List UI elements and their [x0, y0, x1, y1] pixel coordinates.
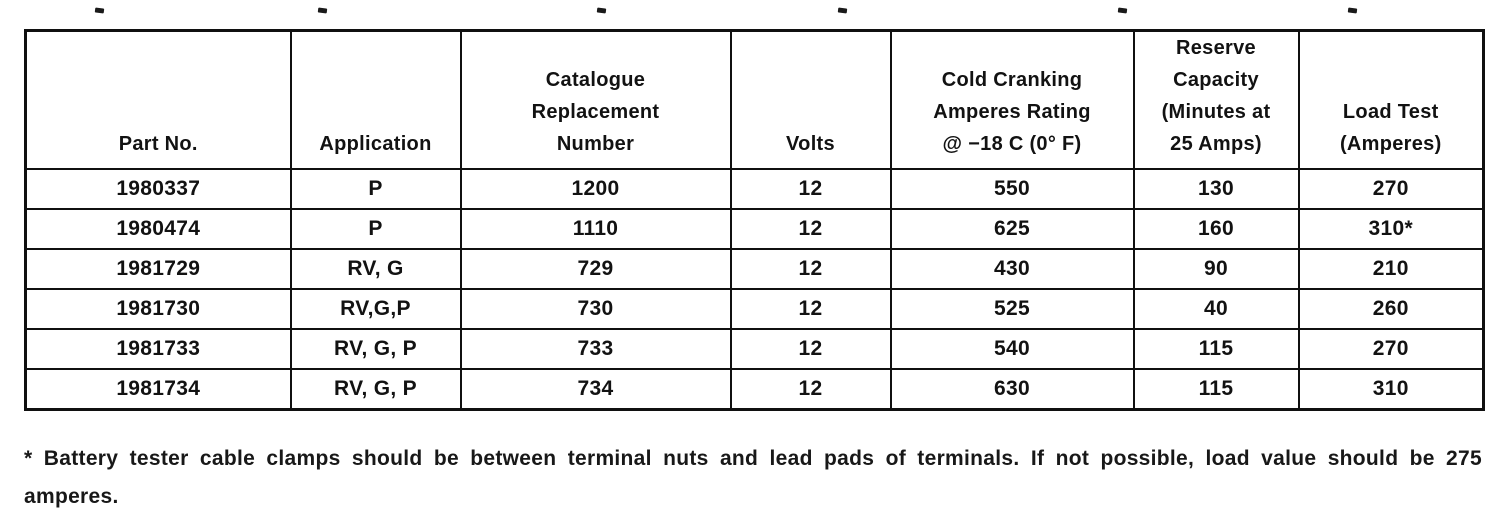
- scan-artifact-tick: [94, 7, 105, 14]
- cell-volts: 12: [729, 168, 892, 210]
- scan-artifact-tick: [596, 7, 607, 14]
- cell-catalogue-number: 1110: [459, 208, 732, 250]
- header-load-test: Load Test (Amperes): [1297, 29, 1485, 170]
- cell-application: RV,G,P: [289, 288, 462, 330]
- header-load-test-label: Load Test (Amperes): [1339, 101, 1442, 155]
- cell-application: RV, G, P: [289, 368, 462, 411]
- cell-load-test: 310: [1297, 368, 1485, 411]
- cell-reserve-capacity: 115: [1132, 328, 1300, 370]
- cell-load-test: 260: [1297, 288, 1485, 330]
- table-row: 1981730 RV,G,P 730 12 525 40 260: [24, 288, 1485, 330]
- cell-reserve-capacity: 90: [1132, 248, 1300, 290]
- cell-catalogue-number: 733: [459, 328, 732, 370]
- footnote-battery-tester-note: * Battery tester cable clamps should be …: [24, 447, 1482, 508]
- battery-specifications-table: Part No. Application Catalogue Replaceme…: [24, 29, 1485, 411]
- table-row: 1981733 RV, G, P 733 12 540 115 270: [24, 328, 1485, 370]
- cell-reserve-capacity: 40: [1132, 288, 1300, 330]
- header-reserve-capacity: Reserve Capacity (Minutes at 25 Amps): [1132, 29, 1300, 170]
- cell-application: P: [289, 168, 462, 210]
- header-part-no-label: Part No.: [118, 133, 198, 155]
- table-row: 1980474 P 1110 12 625 160 310*: [24, 208, 1485, 250]
- cell-application: P: [289, 208, 462, 250]
- table-row: 1981734 RV, G, P 734 12 630 115 310: [24, 368, 1485, 411]
- table-row: 1981729 RV, G 729 12 430 90 210: [24, 248, 1485, 290]
- cell-part-no: 1981734: [24, 368, 292, 411]
- cell-cold-cranking: 625: [889, 208, 1135, 250]
- cell-part-no: 1980337: [24, 168, 292, 210]
- cell-part-no: 1980474: [24, 208, 292, 250]
- cell-cold-cranking: 430: [889, 248, 1135, 290]
- header-catalogue-replacement-number: Catalogue Replacement Number: [459, 29, 732, 170]
- cell-volts: 12: [729, 248, 892, 290]
- cell-load-test: 310*: [1297, 208, 1485, 250]
- cell-reserve-capacity: 160: [1132, 208, 1300, 250]
- cell-volts: 12: [729, 368, 892, 411]
- cell-catalogue-number: 730: [459, 288, 732, 330]
- cell-catalogue-number: 734: [459, 368, 732, 411]
- scan-artifact-tick: [317, 7, 328, 14]
- cell-volts: 12: [729, 208, 892, 250]
- header-volts: Volts: [729, 29, 892, 170]
- cell-cold-cranking: 550: [889, 168, 1135, 210]
- header-application: Application: [289, 29, 462, 170]
- scan-artifact-tick: [1347, 7, 1358, 14]
- cell-cold-cranking: 540: [889, 328, 1135, 370]
- cell-catalogue-number: 1200: [459, 168, 732, 210]
- header-volts-label: Volts: [786, 133, 835, 155]
- table-row: 1980337 P 1200 12 550 130 270: [24, 168, 1485, 210]
- scan-artifact-tick: [837, 7, 848, 14]
- header-row: Part No. Application Catalogue Replaceme…: [24, 29, 1485, 170]
- header-part-no: Part No.: [24, 29, 292, 170]
- cell-cold-cranking: 630: [889, 368, 1135, 411]
- cell-part-no: 1981730: [24, 288, 292, 330]
- cell-cold-cranking: 525: [889, 288, 1135, 330]
- header-reserve-capacity-label: Reserve Capacity (Minutes at 25 Amps): [1161, 37, 1271, 155]
- cell-load-test: 210: [1297, 248, 1485, 290]
- cell-reserve-capacity: 115: [1132, 368, 1300, 411]
- cell-load-test: 270: [1297, 168, 1485, 210]
- scan-artifact-tick: [1117, 7, 1128, 14]
- cell-part-no: 1981733: [24, 328, 292, 370]
- cell-catalogue-number: 729: [459, 248, 732, 290]
- cell-application: RV, G: [289, 248, 462, 290]
- cell-volts: 12: [729, 328, 892, 370]
- cell-reserve-capacity: 130: [1132, 168, 1300, 210]
- cell-part-no: 1981729: [24, 248, 292, 290]
- cell-application: RV, G, P: [289, 328, 462, 370]
- header-cold-cranking-label: Cold Cranking Amperes Rating @ −18 C (0°…: [933, 69, 1091, 155]
- cell-volts: 12: [729, 288, 892, 330]
- header-catalogue-label: Catalogue Replacement Number: [531, 69, 660, 155]
- header-cold-cranking-amperes: Cold Cranking Amperes Rating @ −18 C (0°…: [889, 29, 1135, 170]
- header-application-label: Application: [319, 133, 432, 155]
- cell-load-test: 270: [1297, 328, 1485, 370]
